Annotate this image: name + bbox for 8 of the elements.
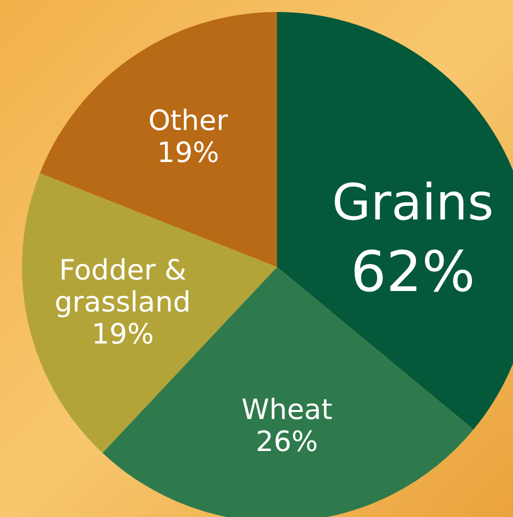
- data-label: 26%: [256, 424, 318, 458]
- slice-label: Fodder & grassland: [54, 252, 191, 318]
- data-label: 19%: [157, 136, 220, 169]
- slice-label: Wheat: [242, 392, 332, 426]
- text: Grains: [332, 173, 494, 232]
- data-label: 19%: [92, 316, 154, 350]
- slice-label: Other: [148, 104, 228, 137]
- text: 62%: [350, 240, 476, 305]
